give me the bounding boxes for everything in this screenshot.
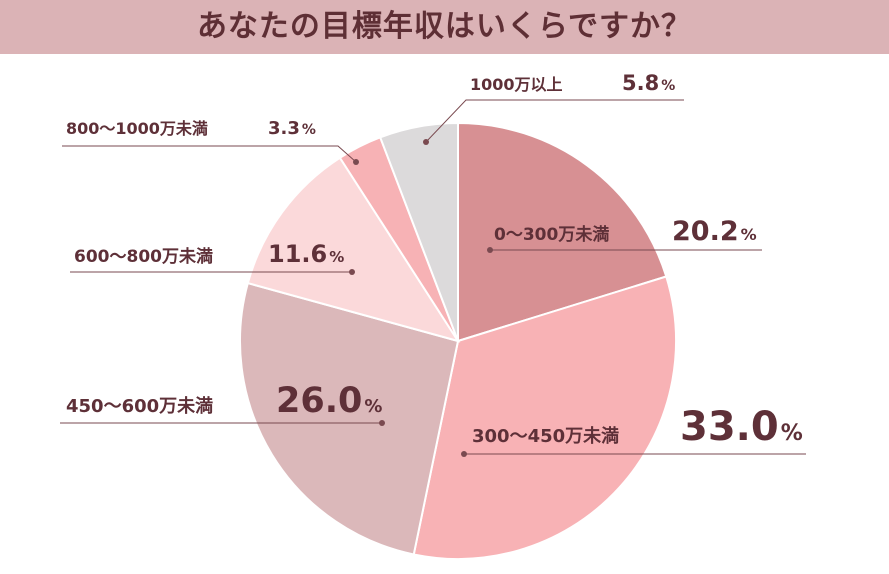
pie-slice-3	[239, 281, 460, 556]
pie-slice-2	[412, 275, 677, 560]
slice-percent-label: 33.0%	[680, 404, 803, 450]
slice-label-group-1: 0〜300万未満 20.2%	[487, 216, 762, 253]
pie-slice-1	[457, 121, 668, 343]
leader-dot	[461, 451, 467, 457]
leader-dot	[349, 269, 355, 275]
pie-slice-6	[378, 121, 459, 342]
slice-category-label: 600〜800万未満	[74, 246, 213, 267]
slice-category-label: 0〜300万未満	[494, 224, 609, 245]
slice-label-group-5: 800〜1000万未満 3.3%	[62, 118, 359, 165]
slice-percent-label: 5.8%	[622, 71, 675, 95]
slice-category-label: 300〜450万未満	[472, 425, 619, 447]
leader-dot	[379, 420, 385, 426]
slice-percent-label: 3.3%	[268, 118, 316, 139]
pie-slice-4	[246, 156, 461, 343]
slice-category-label: 450〜600万未満	[66, 395, 213, 417]
slice-percent-label: 20.2%	[672, 216, 757, 247]
slices-layer	[239, 121, 677, 560]
slice-label-group-6: 1000万以上 5.8%	[423, 71, 684, 145]
slice-label-group-3: 450〜600万未満 26.0%	[60, 381, 385, 426]
slice-percent-label: 11.6%	[268, 240, 344, 268]
leader-dot	[423, 139, 429, 145]
title-bar	[0, 0, 889, 54]
chart-title: あなたの目標年収はいくらですか？	[196, 9, 693, 44]
labels-layer: 0〜300万未満 20.2 % 300〜450万未満 33.0% 450〜600万未満 26…	[60, 71, 806, 457]
slice-category-label: 1000万以上	[470, 75, 563, 94]
slice-label-group-4: 600〜800万未満 11.6%	[70, 240, 355, 275]
slice-percent-label: 26.0%	[276, 381, 382, 421]
slice-category-label: 800〜1000万未満	[66, 119, 208, 138]
slice-label-group-2: 300〜450万未満 33.0%	[461, 404, 806, 457]
leader-dot	[487, 247, 493, 253]
leader-dot	[353, 159, 359, 165]
leader-line	[62, 145, 357, 163]
